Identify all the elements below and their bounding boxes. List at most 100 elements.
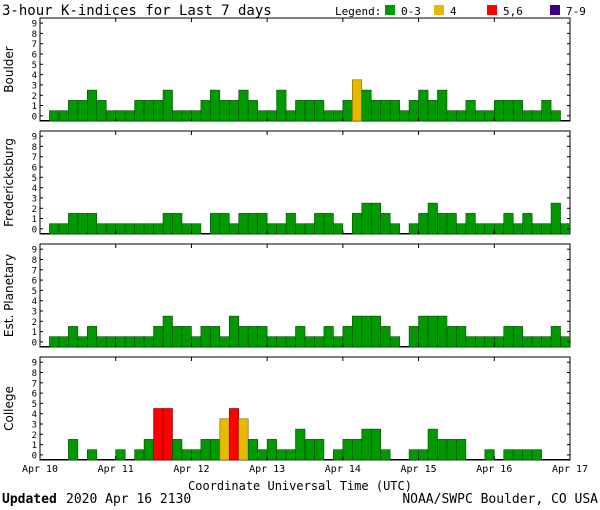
bar: [352, 79, 363, 122]
y-tick-label: 6: [32, 51, 37, 61]
bar: [522, 449, 533, 461]
bar: [541, 336, 552, 348]
panel-frame: [39, 130, 571, 235]
footer-source: NOAA/SWPC Boulder, CO USA: [402, 492, 598, 507]
bar: [512, 326, 523, 348]
chart-title: 3-hour K-indices for Last 7 days: [2, 3, 272, 19]
bar: [352, 315, 363, 348]
bar: [361, 315, 372, 348]
bar: [531, 110, 542, 122]
bar: [408, 100, 419, 122]
bar: [219, 336, 230, 348]
bar: [68, 439, 79, 461]
y-tick-label: 3: [32, 421, 37, 431]
bar: [191, 449, 202, 461]
bar: [124, 223, 135, 235]
bar: [153, 326, 164, 348]
bar: [446, 326, 457, 348]
bar: [352, 439, 363, 461]
bar: [550, 202, 561, 235]
bar: [304, 100, 315, 122]
bar: [143, 100, 154, 122]
bar: [531, 449, 542, 461]
y-tick-label: 3: [32, 308, 37, 318]
bar: [115, 449, 126, 461]
y-tick-label: 4: [32, 297, 37, 307]
bar: [361, 428, 372, 461]
bar: [162, 408, 173, 461]
y-tick-label: 0: [32, 451, 37, 461]
bar: [77, 100, 88, 122]
bar: [247, 439, 258, 461]
bar: [323, 213, 334, 235]
x-tick-label: Apr 12: [173, 464, 209, 475]
bar: [370, 315, 382, 348]
bar: [124, 336, 135, 348]
y-tick-label: 9: [32, 133, 37, 143]
bar: [143, 223, 154, 235]
bar: [418, 315, 429, 348]
bar: [408, 326, 419, 348]
bar: [285, 449, 296, 461]
bar: [541, 100, 552, 122]
bar: [228, 408, 240, 461]
bar: [333, 336, 344, 348]
bar: [484, 110, 495, 122]
bar: [475, 223, 486, 235]
bar: [219, 100, 230, 122]
bar: [210, 89, 221, 122]
y-tick-label: 7: [32, 266, 37, 276]
bar: [427, 315, 438, 348]
bar: [304, 439, 315, 461]
bar: [427, 428, 438, 461]
bar: [503, 449, 514, 461]
bar: [200, 439, 211, 461]
bar: [210, 326, 221, 348]
bar: [228, 315, 240, 348]
legend-item-label: 7-9: [566, 5, 586, 18]
bar: [446, 439, 457, 461]
bar: [77, 336, 88, 348]
bar: [333, 223, 344, 235]
y-tick-label: 0: [32, 338, 37, 348]
bar: [522, 110, 533, 122]
bar: [238, 89, 249, 122]
bar: [68, 326, 79, 348]
bar: [314, 439, 325, 461]
y-tick-label: 2: [32, 318, 37, 328]
bar: [181, 326, 192, 348]
y-tick-label: 8: [32, 30, 37, 40]
y-tick-label: 7: [32, 40, 37, 50]
bar: [342, 100, 353, 122]
bar: [276, 89, 287, 122]
bar: [418, 449, 429, 461]
bar: [219, 213, 230, 235]
bar: [134, 336, 145, 348]
y-tick-label: 8: [32, 256, 37, 266]
bar: [304, 336, 315, 348]
bar: [172, 110, 183, 122]
y-tick-label: 2: [32, 92, 37, 102]
y-tick-label: 4: [32, 410, 37, 420]
bar: [550, 326, 561, 348]
bar: [181, 110, 192, 122]
bar: [370, 428, 382, 461]
bar: [247, 326, 258, 348]
bar: [58, 110, 69, 122]
bar: [522, 213, 533, 235]
bar: [437, 89, 448, 122]
bar: [446, 110, 457, 122]
bar: [68, 100, 79, 122]
bar: [370, 202, 382, 235]
bar: [295, 100, 306, 122]
bar: [266, 110, 277, 122]
legend-item-label: 5,6: [503, 5, 523, 18]
y-tick-label: 7: [32, 153, 37, 163]
bar: [389, 336, 400, 348]
legend-swatch-0-3: [385, 5, 395, 15]
x-tick-label: Apr 16: [476, 464, 512, 475]
x-tick-label: Apr 10: [22, 464, 58, 475]
bar: [257, 449, 268, 461]
